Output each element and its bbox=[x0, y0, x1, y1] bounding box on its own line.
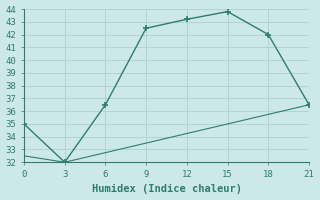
X-axis label: Humidex (Indice chaleur): Humidex (Indice chaleur) bbox=[92, 184, 242, 194]
